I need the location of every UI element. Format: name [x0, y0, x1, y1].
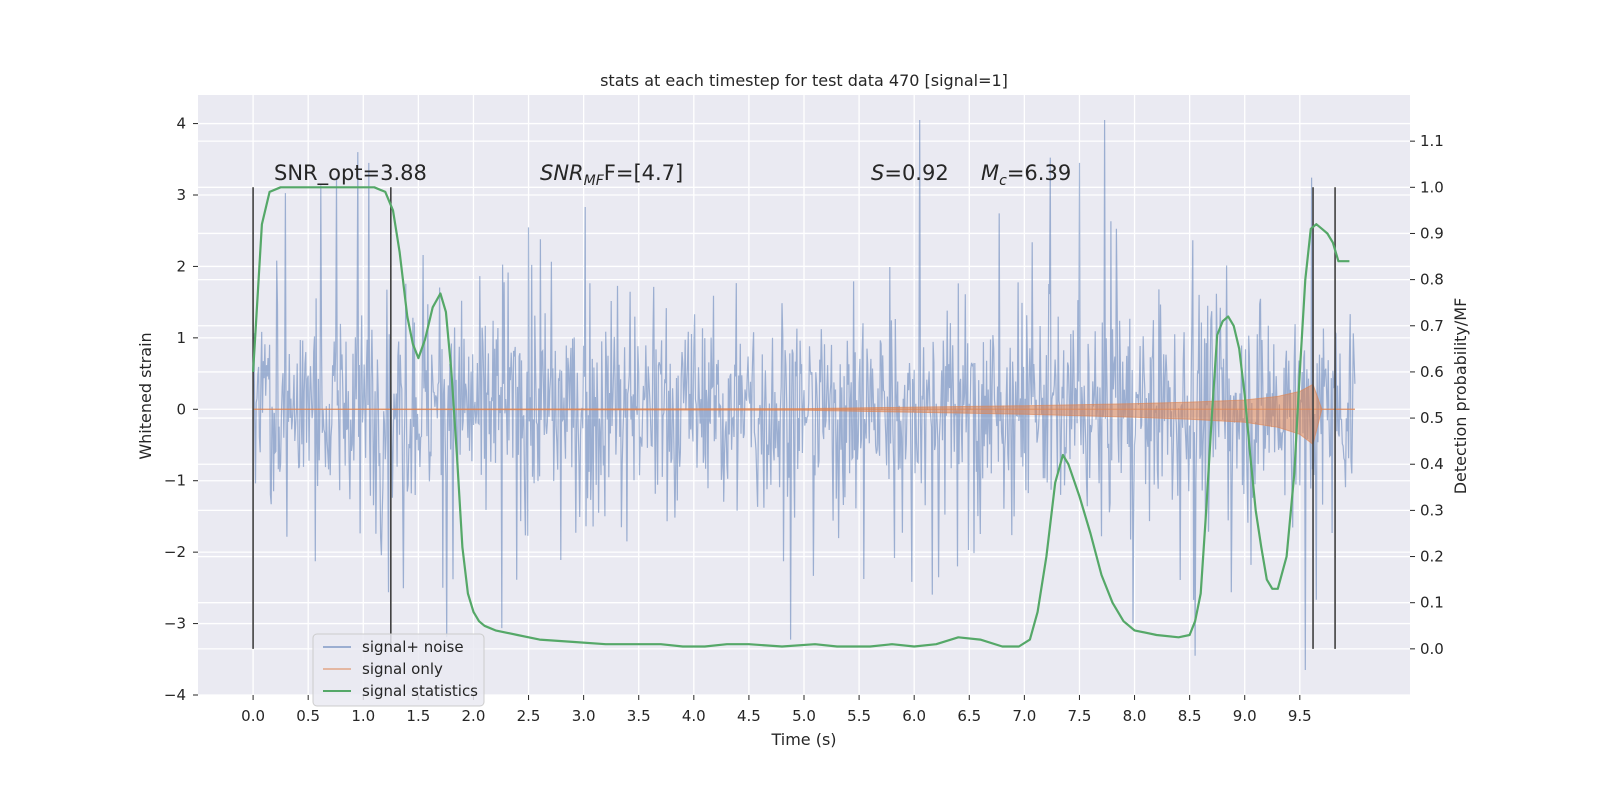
y2-tick-label: 0.9 [1420, 224, 1444, 242]
y-tick-label: 3 [176, 186, 186, 204]
y-tick-label: 0 [176, 400, 186, 418]
x-tick-label: 5.5 [847, 707, 871, 725]
y-tick-label: −4 [164, 686, 186, 704]
x-tick-label: 3.5 [627, 707, 651, 725]
y-tick-label: 4 [176, 115, 186, 133]
y-tick-label: −2 [164, 543, 186, 561]
chart-title: stats at each timestep for test data 470… [600, 71, 1008, 90]
y2-tick-label: 0.8 [1420, 271, 1444, 289]
y2-tick-label: 0.4 [1420, 455, 1444, 473]
annotation-mc-sub: c [999, 173, 1007, 189]
y-axis-label: Whitened strain [136, 332, 155, 459]
y2-tick-label: 0.2 [1420, 548, 1444, 566]
y2-tick-label: 0.3 [1420, 501, 1444, 519]
x-tick-label: 6.5 [957, 707, 981, 725]
legend-label-stats: signal statistics [362, 682, 478, 700]
x-tick-label: 4.5 [737, 707, 761, 725]
legend-label-signal: signal only [362, 660, 443, 678]
x-tick-label: 7.5 [1068, 707, 1092, 725]
x-tick-label: 5.0 [792, 707, 816, 725]
legend-label-noise: signal+ noise [362, 638, 464, 656]
x-tick-label: 0.5 [296, 707, 320, 725]
y2-tick-label: 0.6 [1420, 363, 1444, 381]
x-tick-label: 0.0 [241, 707, 265, 725]
y-tick-label: −1 [164, 472, 186, 490]
annotation-snr-mf-val: F=[4.7] [604, 161, 683, 185]
x-tick-label: 7.0 [1012, 707, 1036, 725]
signal-only-band [253, 383, 1355, 446]
legend: signal+ noise signal only signal statist… [312, 633, 485, 707]
signal-only-series [253, 383, 1355, 446]
signal-noise-line [252, 119, 1356, 671]
y2-tick-label: 0.1 [1420, 594, 1444, 612]
annotation-snr-opt: SNR_opt=3.88 [274, 161, 427, 186]
y2-tick-label: 0.0 [1420, 640, 1444, 658]
annotation-mc: Mc=6.39 [981, 161, 1071, 189]
signal-noise-series [252, 119, 1356, 671]
x-tick-label: 1.0 [351, 707, 375, 725]
vertical-markers [252, 187, 1336, 649]
y2-tick-label: 1.1 [1420, 132, 1444, 150]
annotation-snr-mf: SNRMFF=[4.7] [540, 161, 683, 189]
signal-statistics-series [252, 186, 1350, 648]
annotation-snr-mf-sub: MF [584, 173, 605, 189]
x-tick-label: 2.5 [517, 707, 541, 725]
y-tick-label: 2 [176, 257, 186, 275]
x-tick-label: 4.0 [682, 707, 706, 725]
x-tick-label: 1.5 [406, 707, 430, 725]
y-tick-label: −3 [164, 615, 186, 633]
x-tick-label: 9.5 [1288, 707, 1312, 725]
y-tick-label: 1 [176, 329, 186, 347]
x-tick-label: 9.0 [1233, 707, 1257, 725]
x-tick-label: 8.5 [1178, 707, 1202, 725]
x-axis-label: Time (s) [770, 730, 836, 749]
annotation-snr-mf-var: SNR [540, 161, 584, 185]
y2-axis-label: Detection probability/MF [1451, 298, 1470, 495]
annotation-mc-val: =6.39 [1007, 161, 1071, 185]
x-tick-label: 2.0 [462, 707, 486, 725]
annotation-s-var: S [871, 161, 884, 185]
signal-statistics-line [252, 186, 1350, 648]
y2-tick-label: 0.7 [1420, 317, 1444, 335]
annotation-s: S=0.92 [871, 161, 949, 185]
y2-tick-label: 0.5 [1420, 409, 1444, 427]
x-tick-label: 6.0 [902, 707, 926, 725]
axis-ticks: 0.0 0.5 1.0 1.5 2.0 2.5 3.0 3.5 4.0 4.5 5.0 5.5 6.0 6… [164, 115, 1444, 725]
y2-tick-label: 1.0 [1420, 178, 1444, 196]
annotation-s-val: =0.92 [884, 161, 948, 185]
legend-box [312, 633, 485, 707]
x-tick-label: 8.0 [1123, 707, 1147, 725]
annotation-mc-var: M [981, 161, 999, 185]
x-tick-label: 3.0 [572, 707, 596, 725]
